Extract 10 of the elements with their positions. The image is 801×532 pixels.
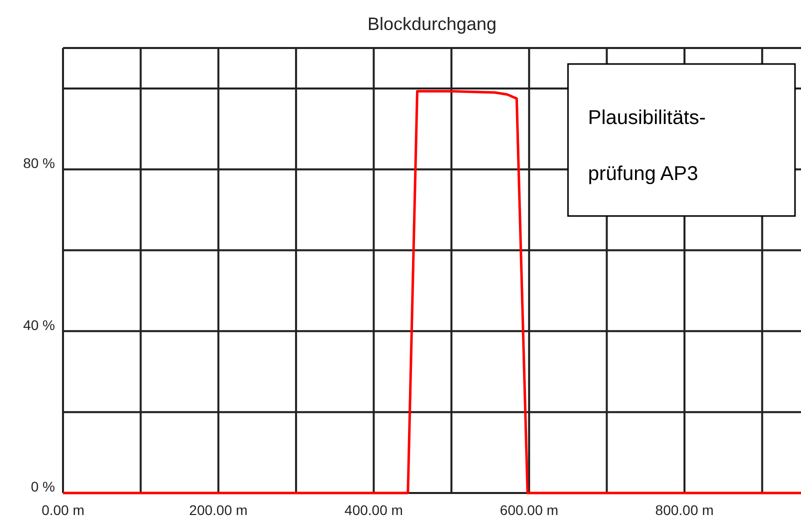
x-tick-label: 200.00 m <box>189 502 248 518</box>
y-tick-label: 80 % <box>23 154 55 171</box>
x-tick-label: 800.00 m <box>655 502 714 518</box>
y-tick-label: 0 % <box>30 478 55 495</box>
chart-title: Blockdurchgang <box>367 14 497 34</box>
y-tick-label: 40 % <box>23 316 55 333</box>
x-tick-label: 600.00 m <box>500 502 558 518</box>
x-tick-label: 400.00 m <box>344 502 403 518</box>
x-tick-label: 0.00 m <box>42 502 84 518</box>
note-box: Plausibilitäts- prüfung AP3 <box>567 63 796 217</box>
